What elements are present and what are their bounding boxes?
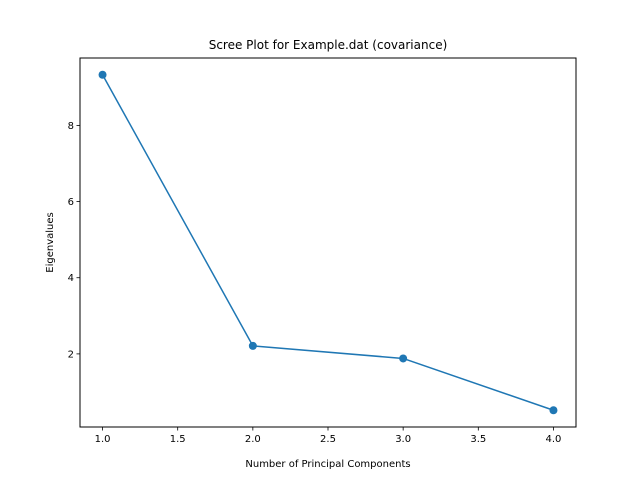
y-axis-label: Eigenvalues bbox=[45, 212, 56, 272]
series-line bbox=[101, 74, 554, 411]
y-tick-label: 6 bbox=[68, 197, 74, 208]
x-tick-label: 2.0 bbox=[245, 434, 261, 445]
x-tick-label: 3.0 bbox=[395, 434, 411, 445]
x-tick-label: 2.5 bbox=[320, 434, 336, 445]
x-axis-label: Number of Principal Components bbox=[245, 459, 410, 470]
y-tick-label: 8 bbox=[68, 121, 74, 132]
data-point bbox=[399, 354, 408, 363]
x-tick-label: 4.0 bbox=[546, 434, 562, 445]
y-axis-ticks: 2 4 6 8 bbox=[68, 121, 80, 360]
data-point bbox=[248, 341, 257, 350]
x-axis-ticks: 1.0 1.5 2.0 2.5 3.0 3.5 4.0 bbox=[95, 427, 562, 445]
x-tick-label: 1.5 bbox=[170, 434, 186, 445]
plot-area bbox=[98, 70, 558, 415]
x-tick-label: 1.0 bbox=[95, 434, 111, 445]
data-point bbox=[98, 70, 107, 79]
y-tick-label: 4 bbox=[68, 273, 74, 284]
data-point bbox=[549, 406, 558, 415]
x-tick-label: 3.5 bbox=[470, 434, 486, 445]
y-tick-label: 2 bbox=[68, 349, 74, 360]
chart-title: Scree Plot for Example.dat (covariance) bbox=[209, 38, 448, 52]
